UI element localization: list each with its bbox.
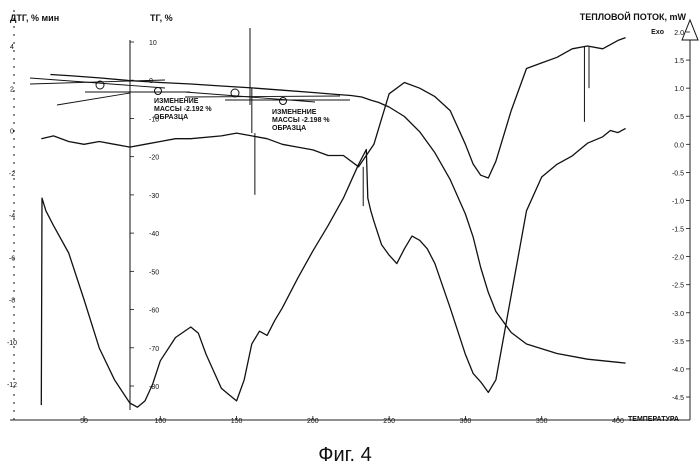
annotation-2-line-2: МАССЫ -2.198 % <box>272 117 330 124</box>
heat-tick-label: -4.5 <box>672 395 684 402</box>
x-axis-title: ТЕМПЕРАТУРА <box>628 416 679 423</box>
x-tick-label: 350 <box>536 418 548 425</box>
x-tick-label: 300 <box>460 418 472 425</box>
tg-tick-label: -60 <box>149 308 159 315</box>
dtg-tick-label: -2 <box>9 171 15 178</box>
heat-tick-label: -3.0 <box>672 311 684 318</box>
dtg-tick-label: 0 <box>10 129 14 136</box>
annotation-2-line-3: ОБРАЗЦА <box>272 125 306 132</box>
x-tick-label: 250 <box>383 418 395 425</box>
heat-tick-label: -2.0 <box>672 255 684 262</box>
x-tick-label: 400 <box>612 418 624 425</box>
tg-tick-label: -30 <box>149 193 159 200</box>
tg-tick-label: -20 <box>149 155 159 162</box>
annotation-1-line-3: ОБРАЗЦА <box>154 114 188 121</box>
tg-tick-label: -50 <box>149 269 159 276</box>
heat-tick-label: -0.5 <box>672 170 684 177</box>
tg-axis-title: ТГ, % <box>150 13 173 23</box>
dtg-tick-label: 2 <box>10 86 14 93</box>
heat-tick-label: -1.5 <box>672 227 684 234</box>
x-tick-label: 50 <box>80 418 88 425</box>
heat-tick-label: -2.5 <box>672 283 684 290</box>
heat-tick-label: 0.0 <box>674 142 684 149</box>
annotation-2-line-1: ИЗМЕНЕНИЕ <box>272 109 317 116</box>
dtg-axis-title: ДТГ, % мин <box>10 13 59 23</box>
heat-tick-label: 1.5 <box>674 58 684 65</box>
x-tick-label: 200 <box>307 418 319 425</box>
heat-tick-label: -1.0 <box>672 198 684 205</box>
dtg-tick-label: 4 <box>10 44 14 51</box>
dtg-tick-label: -4 <box>9 213 15 220</box>
tg-tick-label: -70 <box>149 346 159 353</box>
dtg-series-line <box>41 128 625 407</box>
heat-tick-label: 1.0 <box>674 86 684 93</box>
dtg-tick-label: -6 <box>9 255 15 262</box>
dtg-tick-label: -10 <box>7 340 17 347</box>
plot-frame <box>10 10 698 420</box>
dtg-tick-label: -8 <box>9 298 15 305</box>
exo-label: Exo <box>651 29 664 36</box>
annotation-1-line-2: МАССЫ -2.192 % <box>154 106 212 113</box>
figure-caption: Фиг. 4 <box>318 444 371 466</box>
tg-series-line <box>50 75 625 364</box>
tg-tick-label: -40 <box>149 231 159 238</box>
annotation-1-line-1: ИЗМЕНЕНИЕ <box>154 98 199 105</box>
heat-tick-label: 2.0 <box>674 30 684 37</box>
dtg-tick-label: -12 <box>7 382 17 389</box>
heat-axis-title: ТЕПЛОВОЙ ПОТОК, mW <box>580 11 687 22</box>
heat-tick-label: -3.5 <box>672 339 684 346</box>
x-tick-label: 150 <box>231 418 243 425</box>
axis-ticks: 50 100 150 200 250 300 350 400 4 2 0 -2 -4 -6 -8 -10 -12… <box>7 30 690 425</box>
heat-tick-label: -4.0 <box>672 367 684 374</box>
heat-series-line <box>41 38 625 178</box>
x-tick-label: 100 <box>154 418 166 425</box>
step-guide-lines <box>30 28 350 105</box>
heat-tick-label: 0.5 <box>674 114 684 121</box>
tg-tick-label: 10 <box>149 40 157 47</box>
